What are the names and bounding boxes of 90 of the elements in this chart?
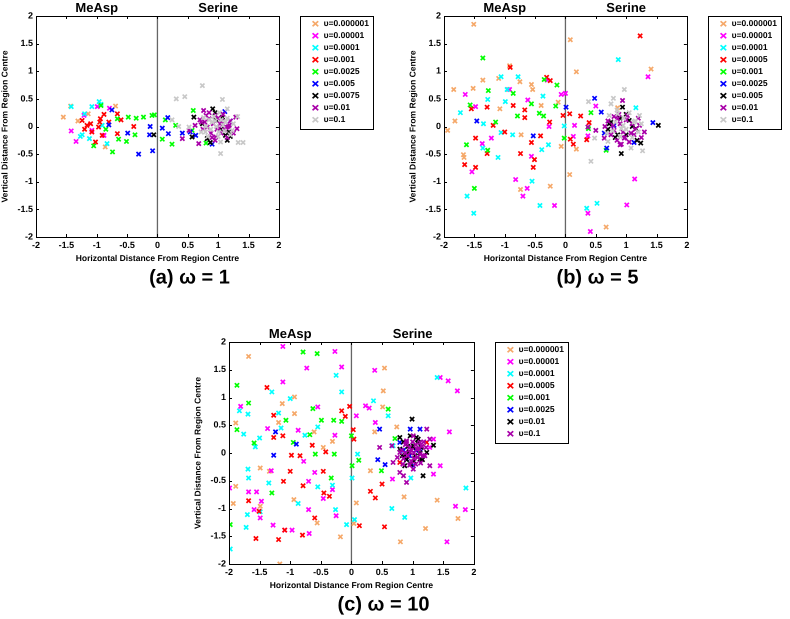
x-tick-label: 0 [348,566,354,577]
x-tick-label: -1.5 [58,240,74,250]
y-tick-label: -2 [24,231,33,242]
legend-label: υ=0.001 [324,54,356,64]
y-axis-title: Vertical Distance From Region Centre [0,50,10,203]
x-tick-label: 1.5 [650,240,663,250]
x-tick-label: 0.5 [590,240,602,250]
legend-label: υ=0.00001 [324,30,365,40]
text: MeAsp [483,0,526,16]
x-tick-label: 0 [154,240,160,250]
legend-label: υ=0.1 [324,114,346,124]
x-tick-label: -0.5 [527,240,543,250]
y-tick-label: 0 [436,120,441,131]
y-tick-label: -0.5 [17,148,33,159]
text: Serine [606,0,646,16]
x-tick-label: -0.5 [119,240,135,250]
y-tick-label: 0 [220,447,226,458]
y-tick-label: -1.5 [210,530,226,541]
x-tick-label: 1 [410,566,416,577]
x-tick-label: -1.5 [252,566,268,577]
text: (c) ω = 10 [338,594,430,616]
x-tick-label: -0.5 [313,566,329,577]
legend-label: υ=0.001 [732,66,764,76]
x-tick-label: 2 [471,566,476,577]
legend-label: υ=0.000001 [732,18,778,28]
y-tick-label: -2 [218,558,226,568]
text: MeAsp [268,326,312,342]
y-tick-label: 1 [220,392,226,402]
y-tick-label: 0 [28,120,33,131]
legend-label: υ=0.01 [732,102,758,112]
x-axis-title: Horizontal Distance From Region Centre [76,253,240,264]
y-tick-label: 1 [28,66,33,76]
x-tick-label: -1 [500,240,509,250]
text: (b) ω = 5 [556,266,638,289]
x-axis-title: Horizontal Distance From Region Centre [484,253,648,264]
legend-label: υ=0.0001 [324,42,360,52]
legend-label: υ=0.1 [518,428,541,438]
x-axis-title: Horizontal Distance From Region Centre [270,580,434,590]
x-tick-label: -1 [286,566,294,577]
x-tick-label: -1 [92,240,101,250]
y-tick-label: 0.5 [428,93,441,104]
y-tick-label: 1.5 [20,38,33,48]
legend-label: υ=0.000001 [324,18,370,28]
x-tick-label: 1 [624,240,629,250]
legend-label: υ=0.00001 [518,356,560,366]
legend-label: υ=0.000001 [518,344,564,354]
y-tick-label: -2 [432,231,441,242]
legend-label: υ=0.0001 [518,368,555,378]
legend-label: υ=0.0005 [732,54,768,64]
y-tick-label: -0.5 [210,475,226,486]
y-tick-label: 2 [220,336,226,346]
legend-label: υ=0.001 [518,392,550,402]
text: Serine [392,326,433,342]
y-axis-title: Vertical Distance From Region Centre [192,376,202,530]
legend-label: υ=0.0025 [732,78,768,88]
y-tick-label: 1.5 [428,38,441,48]
x-tick-label: 0.5 [182,240,194,250]
legend-label: υ=0.0005 [518,380,555,390]
y-tick-label: 0.5 [213,420,226,430]
x-tick-label: 2 [684,240,690,250]
y-tick-label: 1.5 [213,364,226,374]
text: (a) ω = 1 [149,266,230,289]
legend-label: υ=0.00001 [732,30,773,40]
y-tick-label: 0.5 [20,93,33,104]
y-tick-label: -1 [24,176,33,186]
y-tick-label: 2 [28,10,33,20]
y-tick-label: -0.5 [425,148,441,159]
text: Serine [198,0,238,16]
legend-label: υ=0.0025 [518,404,555,414]
legend-label: υ=0.0075 [324,90,360,100]
y-tick-label: -1 [218,502,226,513]
y-axis-title: Vertical Distance From Region Centre [407,50,418,203]
y-tick-label: 2 [436,10,441,20]
x-tick-label: -1.5 [466,240,482,250]
y-tick-label: 1 [436,66,441,76]
y-tick-label: -1 [432,176,441,186]
legend-label: υ=0.0001 [732,42,768,52]
legend-label: υ=0.0025 [324,66,360,76]
text: MeAsp [75,0,118,16]
x-tick-label: 0.5 [376,566,388,577]
legend-label: υ=0.01 [324,102,350,112]
x-tick-label: 2 [276,240,282,250]
y-tick-label: -1.5 [425,204,441,214]
legend-label: υ=0.1 [732,114,754,124]
legend-label: υ=0.01 [518,416,546,426]
legend-label: υ=0.005 [732,90,764,100]
y-tick-label: -1.5 [17,204,33,214]
x-tick-label: 0 [562,240,568,250]
x-tick-label: 1.5 [242,240,255,250]
legend-label: υ=0.005 [324,78,356,88]
